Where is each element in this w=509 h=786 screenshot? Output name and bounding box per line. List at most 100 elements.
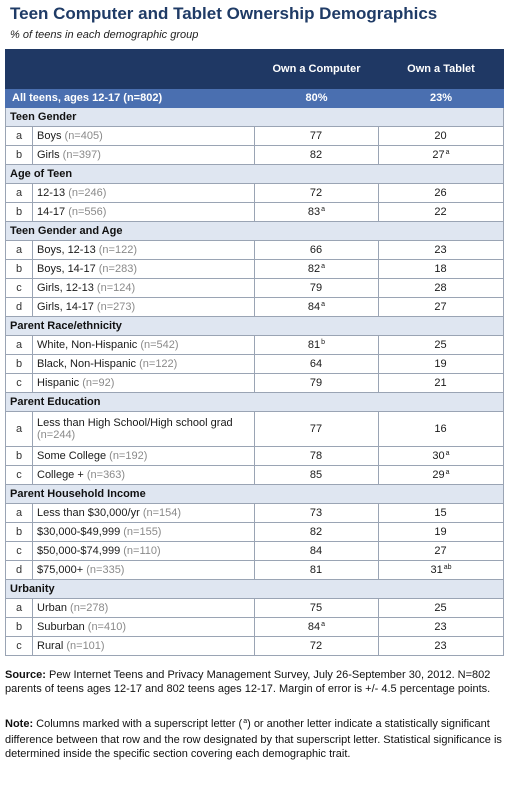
computer-value: 66 xyxy=(254,240,379,260)
tablet-value: 27 xyxy=(378,541,504,561)
tablet-value-text: 25 xyxy=(434,339,447,351)
row-letter: b xyxy=(5,202,33,222)
section-header-row: Urbanity xyxy=(5,579,504,599)
row-letter: a xyxy=(5,598,33,618)
row-label-text: Some College xyxy=(37,450,107,462)
computer-value-text: 79 xyxy=(309,377,323,389)
row-label: Some College (n=192) xyxy=(32,446,255,466)
source-text: Pew Internet Teens and Privacy Managemen… xyxy=(5,669,491,695)
row-sample-size: (n=278) xyxy=(70,602,109,614)
computer-value: 79 xyxy=(254,278,379,298)
row-label: Boys, 12-13 (n=122) xyxy=(32,240,255,260)
row-sample-size: (n=397) xyxy=(62,149,101,161)
note-text-post: ) or another letter indicate a statistic… xyxy=(5,718,502,760)
all-teens-tablet: 23% xyxy=(378,88,504,108)
all-teens-computer: 80% xyxy=(254,88,379,108)
computer-significance: b xyxy=(321,339,326,346)
row-sample-size: (n=122) xyxy=(98,244,137,256)
row-sample-size: (n=246) xyxy=(68,187,107,199)
section-header-row: Teen Gender and Age xyxy=(5,221,504,241)
tablet-value: 18 xyxy=(378,259,504,279)
computer-value: 83a xyxy=(254,202,379,222)
table-row: b 14-17 (n=556) 83a 22 xyxy=(5,202,504,222)
note-label: Note: xyxy=(5,718,34,730)
row-sample-size: (n=92) xyxy=(82,377,115,389)
row-sample-size: (n=244) xyxy=(37,429,76,441)
computer-value-text: 81 xyxy=(307,339,321,351)
all-teens-row: All teens, ages 12-17 (n=802) 80% 23% xyxy=(5,88,504,108)
row-label-text: Boys, 14-17 xyxy=(37,263,96,275)
table-row: a Less than $30,000/yr (n=154) 73 15 xyxy=(5,503,504,523)
row-label-text: $75,000+ xyxy=(37,564,84,576)
row-label: Less than High School/High school grad (… xyxy=(32,411,255,447)
tablet-value: 29a xyxy=(378,465,504,485)
computer-value-text: 77 xyxy=(309,423,323,435)
tablet-value: 30a xyxy=(378,446,504,466)
row-sample-size: (n=335) xyxy=(86,564,125,576)
computer-value: 72 xyxy=(254,183,379,203)
row-letter: a xyxy=(5,183,33,203)
tablet-value: 25 xyxy=(378,335,504,355)
row-label-text: Girls, 14-17 xyxy=(37,301,94,313)
row-label-text: White, Non-Hispanic xyxy=(37,339,138,351)
page-subtitle: % of teens in each demographic group xyxy=(10,29,199,41)
row-letter: b xyxy=(5,354,33,374)
significance-note: Note: Columns marked with a superscript … xyxy=(5,717,503,761)
computer-value: 77 xyxy=(254,126,379,146)
computer-value-text: 84 xyxy=(309,545,323,557)
section-header-row: Teen Gender xyxy=(5,107,504,127)
row-letter: a xyxy=(5,411,33,447)
computer-value: 84a xyxy=(254,297,379,317)
row-label: $50,000-$74,999 (n=110) xyxy=(32,541,255,561)
tablet-value-text: 27 xyxy=(434,545,447,557)
computer-value-text: 85 xyxy=(309,469,323,481)
tablet-value: 25 xyxy=(378,598,504,618)
table-row: b Some College (n=192) 78 30a xyxy=(5,446,504,466)
row-label: $30,000-$49,999 (n=155) xyxy=(32,522,255,542)
row-sample-size: (n=155) xyxy=(123,526,162,538)
computer-value-text: 78 xyxy=(309,450,323,462)
tablet-value: 23 xyxy=(378,617,504,637)
tablet-value-text: 19 xyxy=(434,358,447,370)
source-label: Source: xyxy=(5,669,46,681)
row-label: Suburban (n=410) xyxy=(32,617,255,637)
computer-value-text: 72 xyxy=(309,187,323,199)
computer-value: 72 xyxy=(254,636,379,656)
section-title: Age of Teen xyxy=(5,164,504,184)
computer-value-text: 82 xyxy=(309,149,323,161)
row-label: Girls (n=397) xyxy=(32,145,255,165)
table-row: c $50,000-$74,999 (n=110) 84 27 xyxy=(5,541,504,561)
row-label-text: Less than High School/High school grad xyxy=(37,417,233,429)
row-sample-size: (n=110) xyxy=(123,545,161,557)
tablet-value-text: 27 xyxy=(434,301,447,313)
tablet-value-text: 20 xyxy=(434,130,447,142)
tablet-value: 15 xyxy=(378,503,504,523)
row-letter: c xyxy=(5,541,33,561)
row-label: Rural (n=101) xyxy=(32,636,255,656)
table-row: b Boys, 14-17 (n=283) 82a 18 xyxy=(5,259,504,279)
row-letter: b xyxy=(5,259,33,279)
row-letter: a xyxy=(5,503,33,523)
row-label-text: $50,000-$74,999 xyxy=(37,545,121,557)
section-title: Teen Gender and Age xyxy=(5,221,504,241)
tablet-value: 16 xyxy=(378,411,504,447)
tablet-value-text: 22 xyxy=(434,206,447,218)
tablet-value-text: 27 xyxy=(432,149,445,161)
table-row: d $75,000+ (n=335) 81 31ab xyxy=(5,560,504,580)
computer-value-text: 73 xyxy=(309,507,323,519)
computer-value: 75 xyxy=(254,598,379,618)
computer-value-text: 79 xyxy=(309,282,323,294)
row-label-text: Girls, 12-13 xyxy=(37,282,94,294)
row-label: White, Non-Hispanic (n=542) xyxy=(32,335,255,355)
table-row: b Girls (n=397) 82 27a xyxy=(5,145,504,165)
computer-value: 82a xyxy=(254,259,379,279)
section-title: Parent Race/ethnicity xyxy=(5,316,504,336)
tablet-value-text: 23 xyxy=(434,640,447,652)
tablet-value: 21 xyxy=(378,373,504,393)
computer-value: 82 xyxy=(254,522,379,542)
table-row: a Urban (n=278) 75 25 xyxy=(5,598,504,618)
tablet-value-text: 26 xyxy=(434,187,447,199)
computer-value: 77 xyxy=(254,411,379,447)
tablet-value-text: 25 xyxy=(434,602,447,614)
